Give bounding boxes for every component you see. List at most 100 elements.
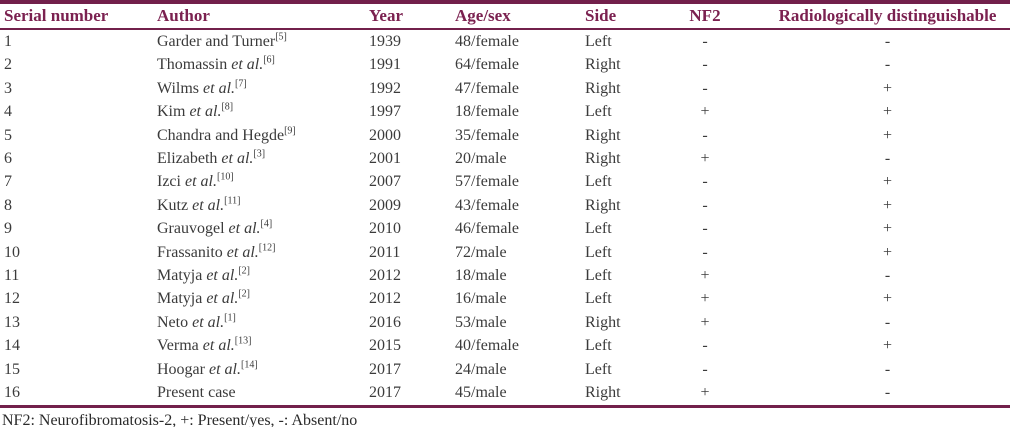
table-row: 1 Garder and Turner[5] 1939 48/female Left - -: [0, 29, 1010, 53]
side-cell: Right: [581, 381, 645, 408]
radiological-cell: +: [882, 220, 893, 238]
reference-superscript: [10]: [216, 172, 234, 184]
age-sex-cell: 20/male: [455, 150, 507, 168]
author-cell: Wilms et al.[7]: [153, 77, 365, 100]
author-name: Thomassin: [157, 56, 232, 74]
serial-cell: 3: [4, 79, 12, 97]
year-cell: 2009: [369, 196, 401, 214]
age-sex-cell: 18/male: [455, 267, 507, 285]
reference-superscript: [1]: [224, 312, 236, 324]
column-header-year: Year: [365, 0, 451, 30]
author-et-al: et al.: [203, 79, 236, 97]
author-name: Wilms: [157, 79, 204, 97]
radiological-cell: +: [882, 126, 893, 144]
reference-superscript: [3]: [253, 148, 266, 160]
author-et-al: et al.: [202, 337, 235, 355]
table-row: 6 Elizabeth et al.[3] 2001 20/male Right + -: [0, 147, 1010, 170]
reference-superscript: [11]: [224, 195, 241, 207]
year-cell: 2017: [365, 381, 451, 408]
author-cell: Chandra and Hegde[9]: [153, 124, 365, 147]
year-cell: 1992: [369, 79, 401, 97]
nf2-cell: -: [702, 33, 708, 50]
author-cell: Thomassin et al.[6]: [153, 53, 365, 76]
author-name: Kutz: [157, 196, 193, 214]
author-name: Verma: [157, 337, 203, 355]
author-cell: Verma et al.[13]: [153, 334, 365, 357]
reference-superscript: [7]: [235, 78, 247, 90]
year-cell: 2001: [369, 150, 401, 168]
age-sex-cell: 57/female: [455, 173, 519, 191]
age-sex-cell: 43/female: [455, 196, 519, 214]
age-sex-cell: 45/male: [451, 381, 581, 408]
author-et-al: et al.: [231, 56, 264, 74]
side-cell: Left: [585, 220, 612, 238]
side-cell: Left: [585, 103, 612, 121]
radiological-cell: +: [882, 243, 893, 261]
side-cell: Right: [585, 56, 621, 74]
nf2-cell: +: [700, 290, 710, 308]
year-cell: 2015: [369, 337, 401, 355]
serial-cell: 8: [4, 196, 12, 214]
year-cell: 2000: [369, 126, 401, 144]
side-cell: Left: [585, 173, 612, 191]
side-cell: Left: [585, 360, 612, 378]
side-cell: Left: [585, 290, 612, 308]
nf2-cell: +: [700, 150, 710, 168]
table-row: 3 Wilms et al.[7] 1992 47/female Right - +: [0, 77, 1010, 100]
reference-superscript: [4]: [260, 218, 273, 230]
table-header-row: Serial number Author Year Age/sex Side N…: [0, 0, 1010, 30]
reference-superscript: [6]: [263, 55, 275, 67]
year-cell: 2011: [369, 243, 401, 261]
reference-superscript: [12]: [258, 242, 276, 254]
author-name: Grauvogel: [157, 220, 229, 238]
age-sex-cell: 18/female: [455, 103, 519, 121]
author-et-al: et al.: [228, 220, 261, 238]
age-sex-cell: 48/female: [455, 33, 519, 50]
author-et-al: et al.: [192, 313, 225, 331]
table-row: 14 Verma et al.[13] 2015 40/female Left - +: [0, 334, 1010, 357]
author-cell: Present case: [153, 381, 365, 408]
table-footnote: NF2: Neurofibromatosis-2, +: Present/yes…: [2, 411, 358, 427]
side-cell: Right: [585, 79, 621, 97]
nf2-cell: -: [702, 220, 708, 238]
author-et-al: et al.: [189, 103, 222, 121]
age-sex-cell: 72/male: [455, 243, 507, 261]
radiological-cell: +: [882, 337, 893, 355]
serial-cell: 9: [4, 220, 12, 238]
table-row: 4 Kim et al.[8] 1997 18/female Left + +: [0, 100, 1010, 123]
author-cell: Neto et al.[1]: [153, 311, 365, 334]
radiological-cell: -: [884, 360, 891, 378]
age-sex-cell: 24/male: [455, 360, 507, 378]
author-cell: Izci et al.[10]: [153, 170, 365, 193]
table-row: 7 Izci et al.[10] 2007 57/female Left - +: [0, 170, 1010, 193]
serial-cell: 10: [4, 243, 20, 261]
radiological-cell: -: [884, 33, 891, 50]
nf2-cell: -: [702, 360, 708, 378]
table-row: 8 Kutz et al.[11] 2009 43/female Right - +: [0, 194, 1010, 217]
serial-cell: 5: [4, 126, 12, 144]
serial-cell: 12: [4, 290, 20, 308]
serial-cell: 1: [4, 33, 12, 50]
side-cell: Right: [585, 150, 621, 168]
table-row: 11 Matyja et al.[2] 2012 18/male Left + -: [0, 264, 1010, 287]
radiological-cell: +: [882, 79, 893, 97]
author-cell: Frassanito et al.[12]: [153, 241, 365, 264]
table-row: 5 Chandra and Hegde[9] 2000 35/female Right -…: [0, 124, 1010, 147]
table-row: 15 Hoogar et al.[14] 2017 24/male Left - -: [0, 358, 1010, 381]
reference-superscript: [13]: [234, 335, 252, 347]
column-header-radiologically-distinguishable: Radiologically distinguishable: [765, 0, 1010, 30]
year-cell: 2010: [369, 220, 401, 238]
side-cell: Left: [585, 267, 612, 285]
year-cell: 2012: [369, 267, 401, 285]
serial-cell: 6: [4, 150, 12, 168]
column-header-age-sex: Age/sex: [451, 0, 581, 30]
side-cell: Left: [585, 243, 612, 261]
radiological-cell: -: [884, 150, 891, 168]
column-header-side: Side: [581, 0, 645, 30]
age-sex-cell: 46/female: [455, 220, 519, 238]
author-cell: Matyja et al.[2]: [153, 287, 365, 310]
age-sex-cell: 35/female: [455, 126, 519, 144]
side-cell: Right: [585, 196, 621, 214]
year-cell: 2016: [369, 313, 401, 331]
nf2-cell: +: [700, 267, 710, 285]
